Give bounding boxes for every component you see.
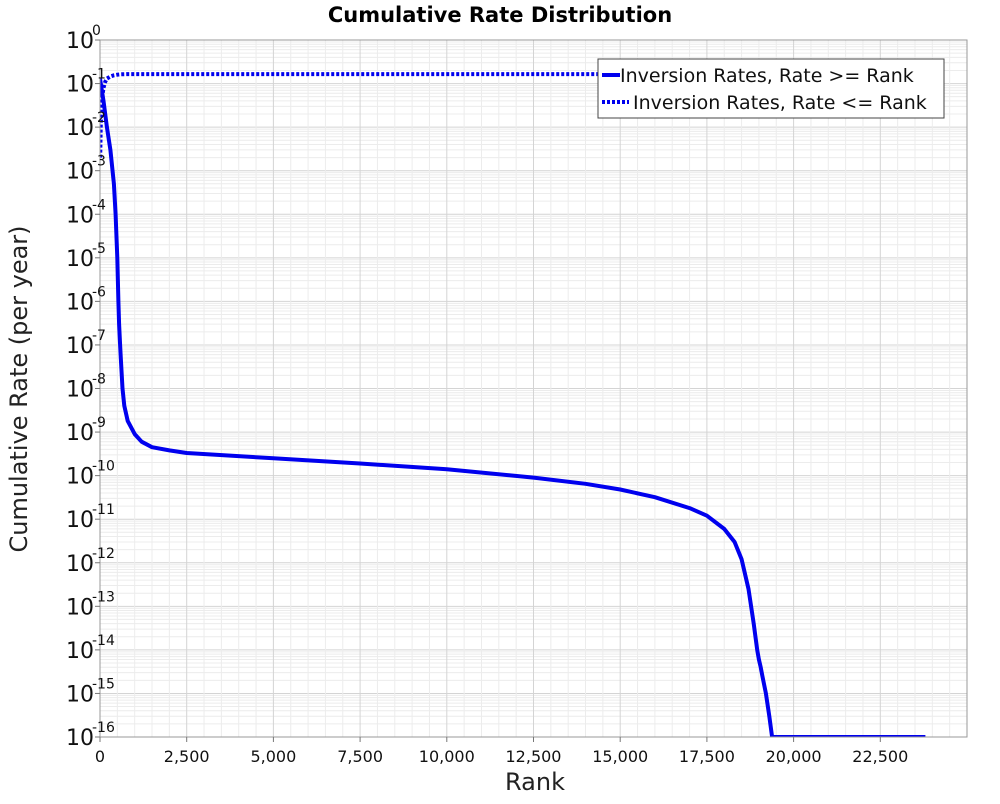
y-tick-label: 10 <box>66 378 94 403</box>
legend-box <box>597 58 945 119</box>
y-tick-exponent: -16 <box>92 720 115 736</box>
y-tick-exponent: -9 <box>92 415 106 431</box>
x-tick-label: 17,500 <box>679 747 735 766</box>
y-tick-label: 10 <box>66 247 94 272</box>
y-tick-label: 10 <box>66 116 94 141</box>
legend: Inversion Rates, Rate >= Rank Inversion … <box>597 58 945 119</box>
y-tick-exponent: -3 <box>92 154 106 170</box>
y-tick-label: 10 <box>66 726 94 751</box>
y-tick-exponent: -7 <box>92 328 106 344</box>
y-tick-exponent: -8 <box>92 372 106 388</box>
y-tick-label: 10 <box>66 421 94 446</box>
y-tick-exponent: -14 <box>92 633 115 649</box>
y-tick-label: 10 <box>66 29 94 54</box>
y-tick-label: 10 <box>66 682 94 707</box>
y-tick-exponent: -6 <box>92 284 106 300</box>
y-tick-exponent: -1 <box>92 67 106 83</box>
x-tick-label: 0 <box>95 747 105 766</box>
x-tick-label: 22,500 <box>852 747 908 766</box>
y-tick-exponent: -5 <box>92 241 106 257</box>
x-axis-label: Rank <box>505 768 565 796</box>
x-tick-label: 7,500 <box>337 747 383 766</box>
y-tick-exponent: -12 <box>92 546 115 562</box>
x-tick-label: 20,000 <box>766 747 822 766</box>
x-tick-label: 15,000 <box>592 747 648 766</box>
y-tick-label: 10 <box>66 508 94 533</box>
y-tick-exponent: -2 <box>92 110 106 126</box>
x-tick-layer: 0 2,500 5,000 7,500 10,000 12,500 15,000 17,500… <box>95 737 908 766</box>
y-tick-label: 10 <box>66 552 94 577</box>
chart-title: Cumulative Rate Distribution <box>328 3 672 27</box>
y-tick-exponent: -4 <box>92 197 106 213</box>
y-tick-label: 10 <box>66 290 94 315</box>
series-line-0 <box>100 78 926 737</box>
series-layer <box>100 72 926 737</box>
x-tick-label: 5,000 <box>250 747 296 766</box>
y-tick-label: 10 <box>66 160 94 185</box>
y-tick-exponent: -11 <box>92 502 115 518</box>
y-tick-label: 10 <box>66 203 94 228</box>
y-tick-exponent: -13 <box>92 589 115 605</box>
legend-entry-rate-ge-rank: Inversion Rates, Rate >= Rank <box>620 65 914 87</box>
x-tick-label: 2,500 <box>164 747 210 766</box>
x-tick-label: 12,500 <box>506 747 562 766</box>
legend-entry-rate-le-rank: Inversion Rates, Rate <= Rank <box>633 92 927 114</box>
y-tick-exponent: -15 <box>92 676 115 692</box>
y-axis-label: Cumulative Rate (per year) <box>5 225 33 552</box>
x-tick-label: 10,000 <box>419 747 475 766</box>
y-tick-label: 10 <box>66 639 94 664</box>
y-tick-label: 10 <box>66 73 94 98</box>
y-tick-label: 10 <box>66 334 94 359</box>
y-tick-label: 10 <box>66 595 94 620</box>
y-tick-label: 10 <box>66 465 94 490</box>
y-tick-layer: 10010-110-210-310-410-510-610-710-810-91… <box>66 23 115 751</box>
y-tick-exponent: 0 <box>92 23 101 39</box>
y-tick-exponent: -10 <box>92 459 115 475</box>
